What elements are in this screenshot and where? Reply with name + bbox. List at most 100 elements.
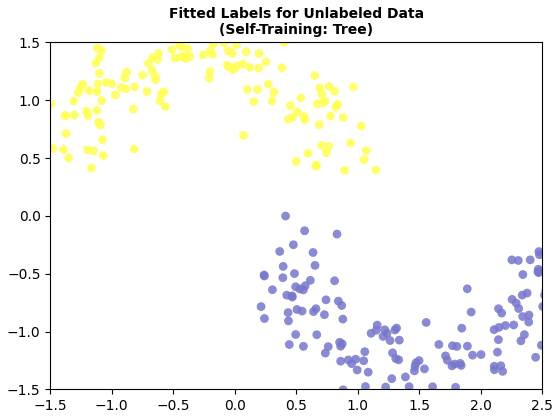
- Point: [297, 308, 306, 315]
- Point: [309, 249, 318, 256]
- Point: [157, 91, 166, 98]
- Point: [301, 282, 310, 289]
- Point: [97, 47, 106, 54]
- Point: [388, 349, 397, 356]
- Point: [494, 305, 503, 312]
- Point: [451, 384, 460, 391]
- Point: [324, 143, 333, 150]
- Point: [285, 341, 294, 348]
- Point: [320, 311, 329, 318]
- Point: [435, 341, 444, 348]
- Point: [360, 156, 368, 163]
- Point: [153, 56, 162, 63]
- Point: [134, 32, 143, 38]
- Point: [64, 155, 73, 161]
- Point: [280, 39, 289, 46]
- Point: [311, 305, 320, 312]
- Point: [313, 101, 322, 108]
- Point: [70, 112, 79, 118]
- Point: [373, 322, 382, 328]
- Point: [531, 354, 540, 361]
- Point: [130, 84, 139, 90]
- Point: [496, 362, 505, 369]
- Point: [85, 87, 94, 94]
- Point: [286, 102, 295, 109]
- Point: [295, 286, 304, 292]
- Point: [232, 63, 241, 69]
- Point: [48, 145, 57, 152]
- Point: [447, 362, 456, 369]
- Point: [422, 319, 431, 326]
- Point: [381, 383, 390, 390]
- Point: [380, 326, 389, 333]
- Point: [344, 357, 353, 363]
- Point: [339, 114, 348, 121]
- Point: [371, 167, 380, 173]
- Point: [99, 152, 108, 159]
- Point: [239, 132, 248, 139]
- Point: [175, 41, 184, 48]
- Point: [335, 339, 344, 346]
- Point: [534, 269, 543, 276]
- Point: [292, 158, 301, 165]
- Point: [516, 337, 525, 344]
- Point: [549, 265, 558, 272]
- Point: [315, 121, 324, 128]
- Point: [102, 79, 111, 86]
- Point: [300, 116, 309, 123]
- Point: [299, 286, 308, 293]
- Point: [206, 68, 214, 75]
- Point: [269, 89, 278, 95]
- Point: [395, 337, 404, 344]
- Point: [367, 330, 376, 337]
- Point: [279, 263, 288, 270]
- Point: [458, 325, 466, 331]
- Point: [129, 106, 138, 113]
- Point: [251, 24, 260, 31]
- Point: [185, 53, 194, 60]
- Point: [87, 165, 96, 171]
- Point: [278, 64, 287, 71]
- Point: [304, 150, 312, 157]
- Point: [429, 402, 438, 408]
- Point: [245, 64, 254, 71]
- Point: [553, 284, 560, 290]
- Point: [494, 336, 503, 343]
- Point: [122, 68, 131, 75]
- Point: [290, 270, 299, 277]
- Point: [519, 271, 528, 278]
- Point: [151, 76, 160, 83]
- Point: [142, 88, 151, 95]
- Point: [291, 284, 300, 290]
- Point: [317, 142, 326, 149]
- Point: [78, 81, 87, 88]
- Point: [534, 268, 543, 275]
- Point: [390, 327, 399, 333]
- Point: [232, 42, 241, 48]
- Point: [208, 51, 217, 58]
- Point: [333, 231, 342, 237]
- Point: [260, 272, 269, 278]
- Point: [494, 324, 503, 331]
- Point: [336, 343, 345, 349]
- Point: [547, 320, 556, 326]
- Point: [300, 227, 309, 234]
- Point: [244, 35, 253, 42]
- Point: [360, 348, 369, 355]
- Point: [490, 363, 499, 370]
- Point: [551, 314, 560, 321]
- Point: [441, 352, 450, 359]
- Point: [542, 287, 550, 294]
- Point: [456, 362, 465, 369]
- Point: [412, 360, 421, 366]
- Point: [218, 36, 227, 42]
- Point: [156, 97, 165, 104]
- Point: [322, 150, 331, 156]
- Point: [223, 62, 232, 68]
- Point: [537, 342, 546, 349]
- Point: [477, 351, 486, 358]
- Title: Fitted Labels for Unlabeled Data
(Self-Training: Tree): Fitted Labels for Unlabeled Data (Self-T…: [169, 7, 424, 37]
- Point: [391, 355, 400, 362]
- Point: [526, 257, 535, 263]
- Point: [490, 366, 499, 373]
